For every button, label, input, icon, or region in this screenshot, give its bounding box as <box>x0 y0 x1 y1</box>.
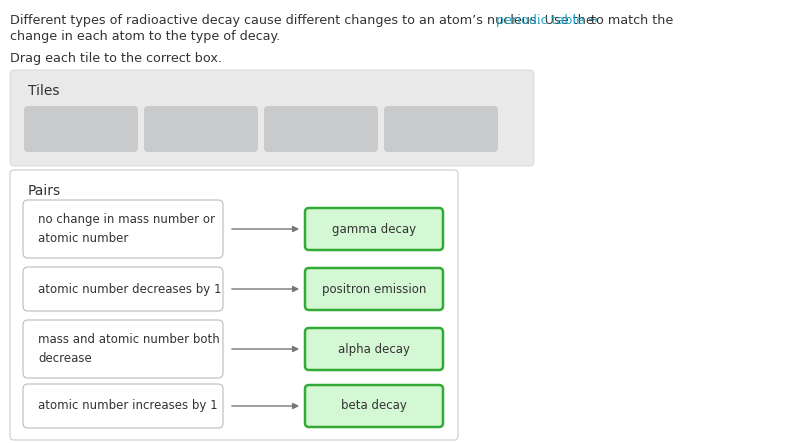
Text: Drag each tile to the correct box.: Drag each tile to the correct box. <box>10 52 222 65</box>
Text: atomic number decreases by 1: atomic number decreases by 1 <box>38 283 222 295</box>
Text: no change in mass number or
atomic number: no change in mass number or atomic numbe… <box>38 213 215 245</box>
Text: Pairs: Pairs <box>28 184 61 198</box>
Text: gamma decay: gamma decay <box>332 222 416 236</box>
FancyBboxPatch shape <box>24 106 138 152</box>
FancyBboxPatch shape <box>144 106 258 152</box>
FancyBboxPatch shape <box>23 200 223 258</box>
FancyBboxPatch shape <box>305 385 443 427</box>
Text: Different types of radioactive decay cause different changes to an atom’s nucleu: Different types of radioactive decay cau… <box>10 14 598 27</box>
Text: change in each atom to the type of decay.: change in each atom to the type of decay… <box>10 30 280 43</box>
FancyBboxPatch shape <box>305 208 443 250</box>
Text: to match the: to match the <box>587 14 674 27</box>
FancyBboxPatch shape <box>305 268 443 310</box>
FancyBboxPatch shape <box>10 170 458 440</box>
Text: atomic number increases by 1: atomic number increases by 1 <box>38 400 218 412</box>
Text: mass and atomic number both
decrease: mass and atomic number both decrease <box>38 333 220 365</box>
FancyBboxPatch shape <box>23 384 223 428</box>
Text: positron emission: positron emission <box>322 283 426 295</box>
FancyBboxPatch shape <box>305 328 443 370</box>
FancyBboxPatch shape <box>23 267 223 311</box>
Text: periodic table ↪: periodic table ↪ <box>496 14 598 27</box>
FancyBboxPatch shape <box>10 70 534 166</box>
FancyBboxPatch shape <box>23 320 223 378</box>
Text: alpha decay: alpha decay <box>338 342 410 355</box>
FancyBboxPatch shape <box>384 106 498 152</box>
Text: beta decay: beta decay <box>341 400 407 412</box>
FancyBboxPatch shape <box>264 106 378 152</box>
Text: Tiles: Tiles <box>28 84 59 98</box>
